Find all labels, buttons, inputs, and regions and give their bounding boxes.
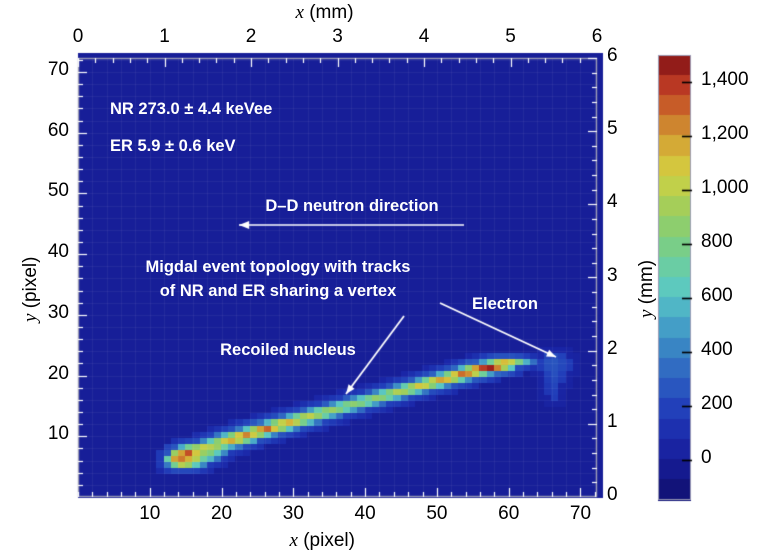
right-tick-1: 1 <box>607 410 618 432</box>
colorbar-tick-800: 800 <box>701 230 733 252</box>
top-tick-5: 5 <box>505 26 516 47</box>
right-tick-2: 2 <box>607 337 618 359</box>
left-tick-20: 20 <box>47 362 69 384</box>
colorbar-tick-1200: 1,200 <box>701 122 749 144</box>
right-tick-6: 6 <box>607 45 618 66</box>
colorbar-tick-400: 400 <box>701 338 733 360</box>
top-tick-6: 6 <box>591 26 603 47</box>
left-tick-60: 60 <box>47 119 69 141</box>
top-tick-3: 3 <box>332 26 343 47</box>
bottom-tick-40: 40 <box>354 503 376 524</box>
colorbar-tick-0: 0 <box>701 446 712 468</box>
annotation-neutron-direction: D–D neutron direction <box>265 197 439 215</box>
colorbar-tick-1400: 1,400 <box>701 68 749 90</box>
bottom-tick-60: 60 <box>498 503 520 524</box>
annotation-recoiled-nucleus: Recoiled nucleus <box>220 341 356 359</box>
left-tick-10: 10 <box>47 423 69 445</box>
colorbar-tick-1000: 1,000 <box>701 176 749 198</box>
bottom-tick-30: 30 <box>282 503 304 524</box>
right-axis-title: y (mm) <box>636 259 657 318</box>
top-axis-title: x (mm) <box>295 2 354 23</box>
annotation-nr-energy: NR 273.0 ± 4.4 keVee <box>110 100 273 118</box>
left-tick-70: 70 <box>47 58 69 80</box>
bottom-axis-title: x (pixel) <box>289 530 355 551</box>
right-tick-3: 3 <box>607 264 618 286</box>
left-tick-30: 30 <box>47 301 69 323</box>
left-tick-50: 50 <box>47 180 69 202</box>
top-tick-0: 0 <box>72 26 84 47</box>
annotation-topology-line2: of NR and ER sharing a vertex <box>159 282 397 300</box>
top-tick-4: 4 <box>418 26 430 47</box>
annotation-electron: Electron <box>471 295 539 313</box>
left-tick-40: 40 <box>47 241 69 263</box>
annotation-er-energy: ER 5.9 ± 0.6 keV <box>110 137 236 155</box>
colorbar-tick-200: 200 <box>701 392 733 414</box>
left-axis-title: y (pixel) <box>20 256 41 322</box>
bottom-tick-50: 50 <box>426 503 448 524</box>
right-tick-4: 4 <box>607 191 618 213</box>
right-tick-5: 5 <box>607 118 618 140</box>
bottom-tick-70: 70 <box>569 503 592 524</box>
bottom-tick-20: 20 <box>210 503 233 524</box>
bottom-tick-10: 10 <box>139 503 161 524</box>
top-tick-2: 2 <box>245 26 257 47</box>
top-tick-1: 1 <box>159 26 170 47</box>
colorbar-tick-600: 600 <box>701 284 733 306</box>
annotation-topology-line1: Migdal event topology with tracks <box>145 258 411 276</box>
right-tick-0: 0 <box>607 484 618 505</box>
